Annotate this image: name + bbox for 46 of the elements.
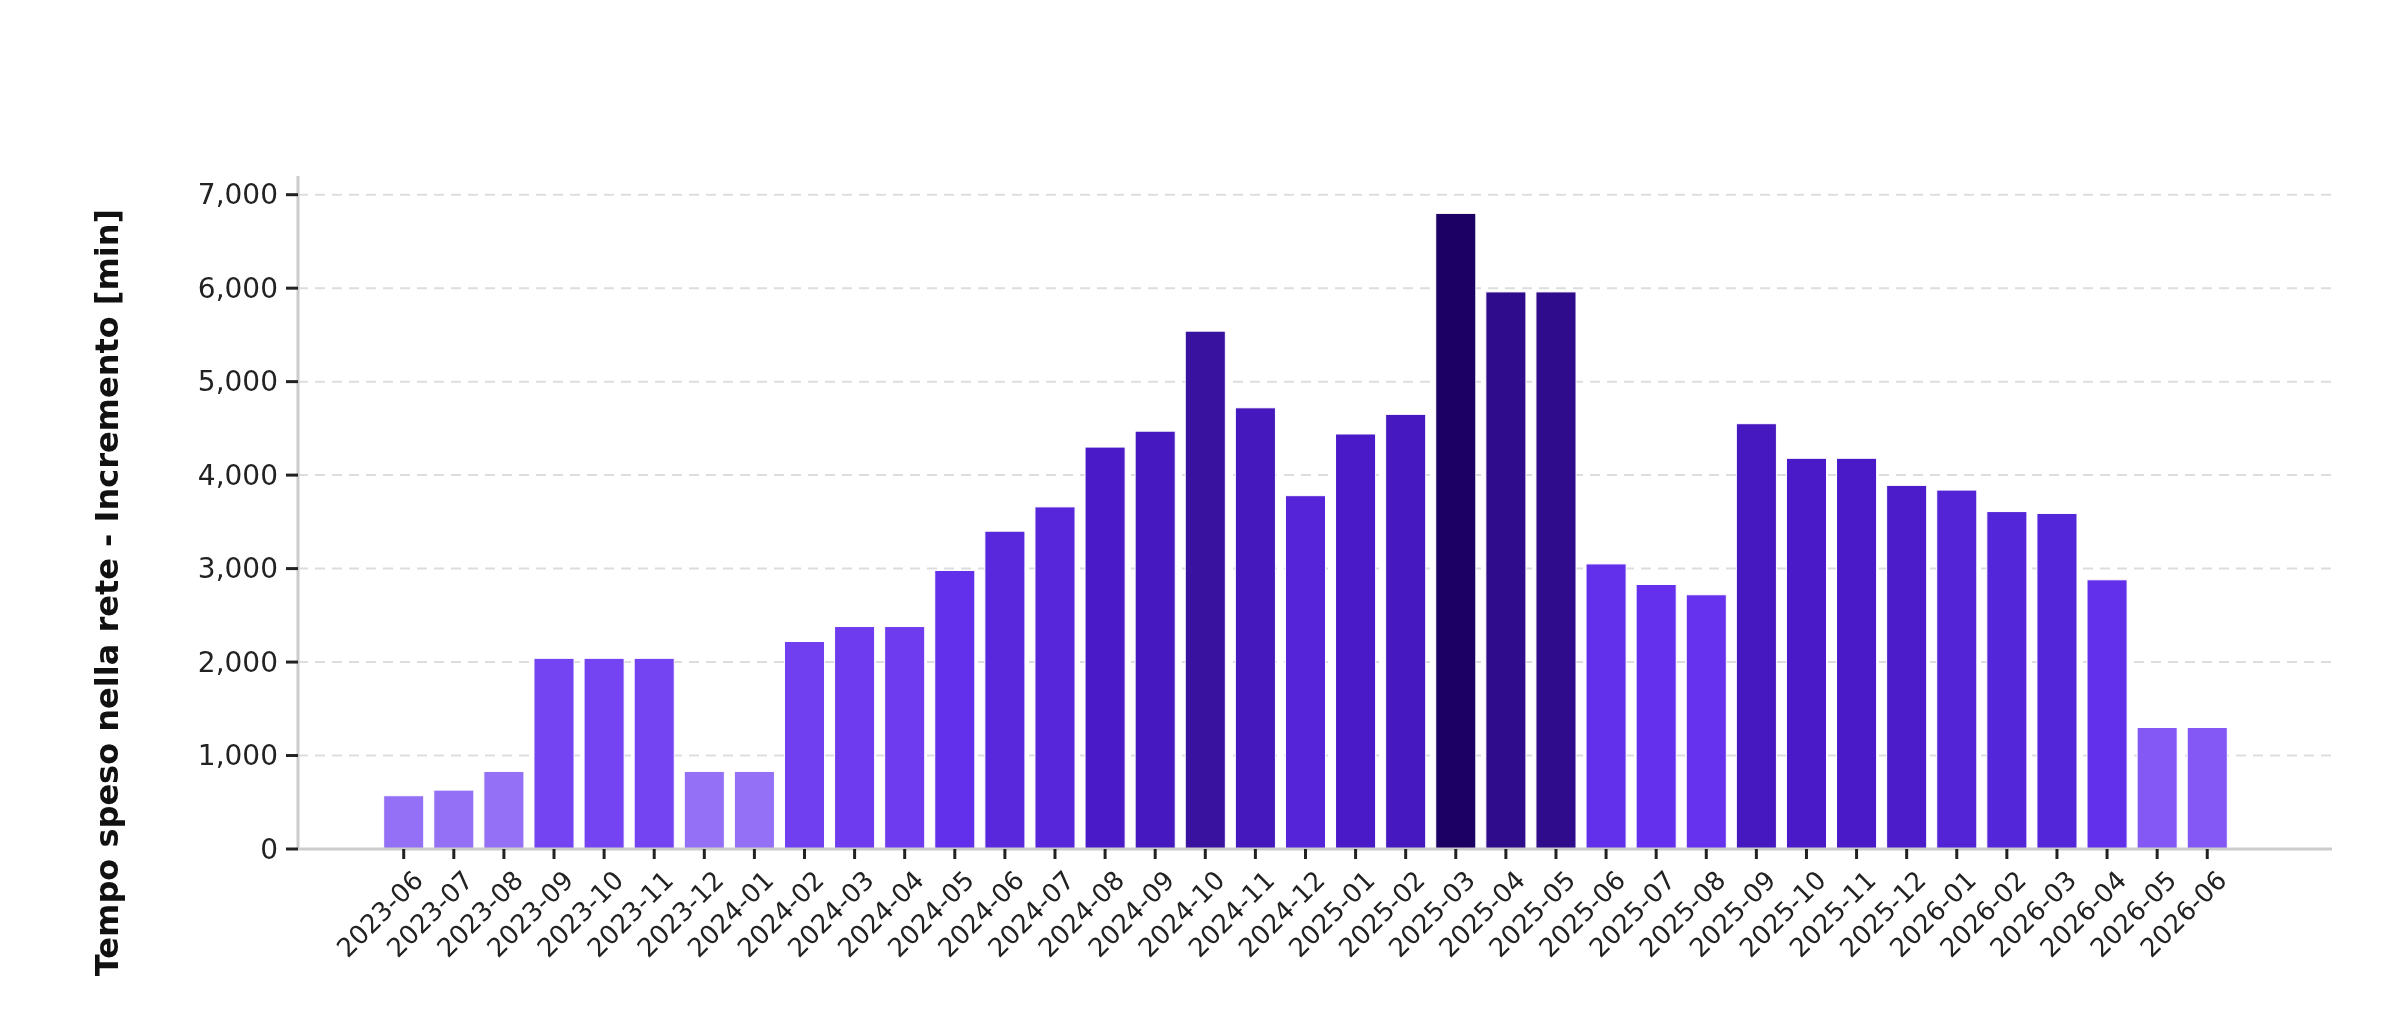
bar [2086, 579, 2128, 850]
bar [783, 640, 826, 850]
y-axis-title: Tempo speso nella rete - Incremento [min] [88, 208, 126, 977]
bar [934, 569, 976, 850]
bar [1385, 413, 1427, 850]
bar [1535, 291, 1577, 850]
bar [1284, 495, 1327, 850]
y-tick-label: 4,000 [197, 458, 278, 492]
bar [1585, 563, 1627, 850]
bar [1635, 583, 1677, 850]
bar [1735, 423, 1777, 850]
bar [834, 626, 876, 850]
bar [1034, 506, 1076, 850]
y-tick-label: 3,000 [197, 552, 278, 586]
bar [733, 770, 775, 850]
bar [1485, 291, 1527, 850]
bar [1886, 484, 1928, 850]
y-tick-label: 0 [260, 832, 278, 866]
bar [1936, 489, 1978, 850]
bar [1986, 511, 2028, 850]
y-tick-label: 6,000 [197, 271, 278, 305]
bar [483, 770, 525, 850]
bar [1335, 433, 1377, 850]
bar [1785, 457, 1828, 850]
bar [633, 657, 675, 850]
bar [1234, 407, 1276, 850]
bar [884, 626, 926, 850]
bar [383, 795, 425, 850]
bar [2186, 726, 2228, 850]
y-tick-label: 2,000 [197, 645, 278, 679]
bar [1685, 594, 1727, 850]
bar [1084, 446, 1126, 850]
bar [1184, 330, 1226, 850]
bar [984, 530, 1026, 850]
y-tick-label: 5,000 [197, 365, 278, 399]
bar [583, 657, 625, 850]
bar [2036, 512, 2078, 850]
bar [533, 657, 575, 850]
bar [1435, 212, 1477, 850]
y-tick-label: 1,000 [197, 739, 278, 773]
bar [683, 770, 725, 850]
y-tick-label: 7,000 [197, 178, 278, 212]
bar [1134, 430, 1176, 850]
bar [1836, 457, 1878, 850]
bar [2136, 726, 2178, 850]
bar [433, 789, 475, 850]
